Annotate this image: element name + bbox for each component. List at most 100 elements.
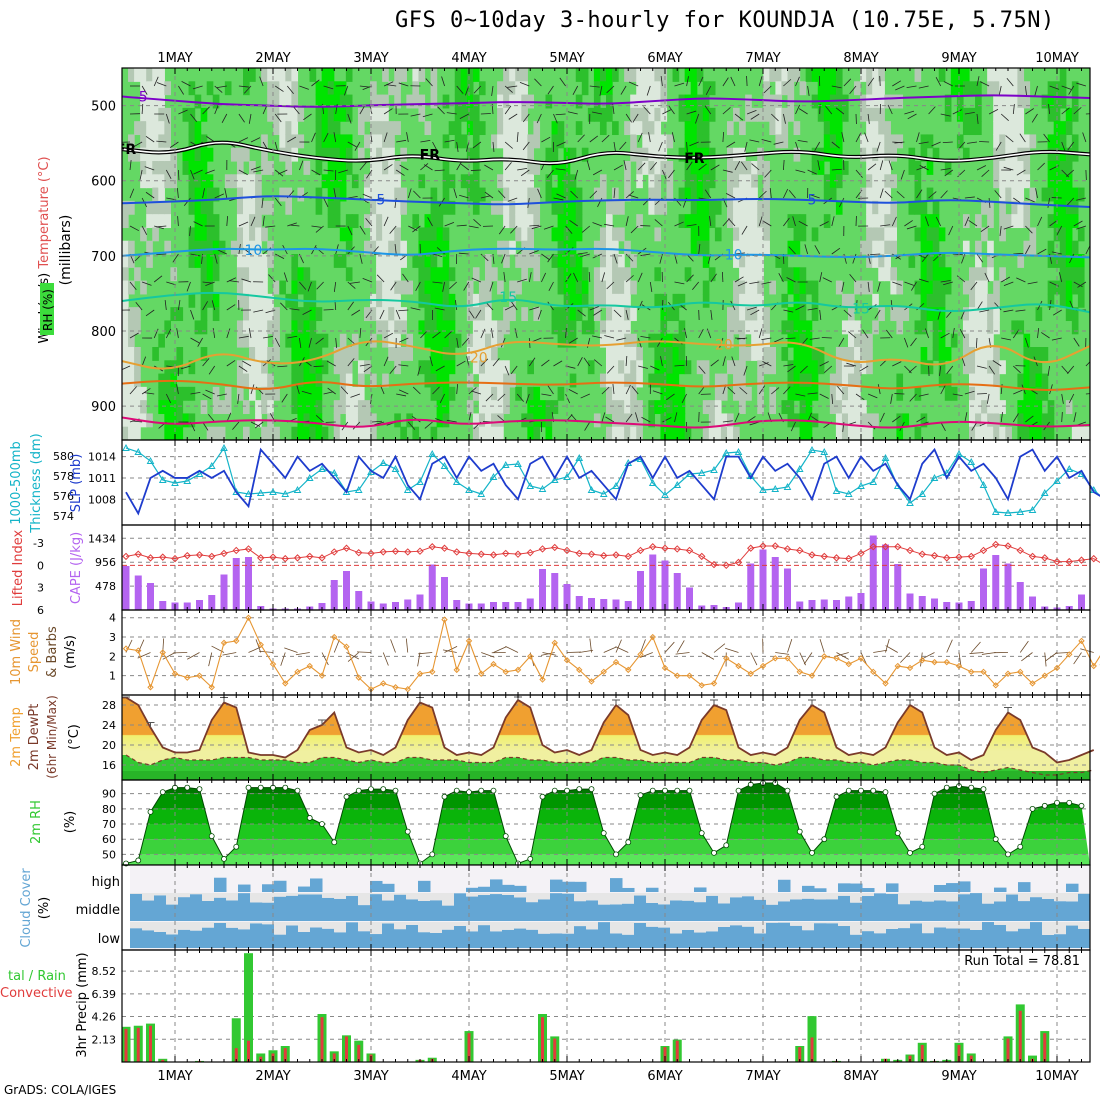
rh-cell <box>273 107 280 122</box>
rh-cell <box>194 147 202 162</box>
rh-point <box>233 843 240 850</box>
temp-tick-label: 28 <box>102 699 116 712</box>
rh-cell <box>164 413 171 428</box>
rh-cell <box>805 347 813 361</box>
rh-cell <box>249 187 256 202</box>
rh-cell <box>303 373 311 388</box>
li-point <box>869 543 877 551</box>
wind-barb <box>178 109 188 115</box>
wind-barb <box>347 141 357 148</box>
rh-cell <box>394 360 401 375</box>
rh-cell <box>829 121 837 136</box>
rh-cell <box>551 161 559 175</box>
rh-cell <box>690 134 698 149</box>
wind-barb <box>1043 133 1050 143</box>
thickness-point <box>844 489 853 497</box>
rh-cell <box>545 174 553 189</box>
rh-cell <box>1017 134 1025 149</box>
wind-barb <box>935 216 942 227</box>
rh-cell <box>575 187 583 202</box>
rh-cell <box>472 307 480 322</box>
wind-speed-point <box>735 662 742 670</box>
rh-cell <box>503 360 510 375</box>
wind-barb <box>976 253 983 263</box>
li-point <box>575 549 583 558</box>
rh-cell <box>727 200 734 215</box>
wind-barb <box>1025 337 1029 348</box>
wind-barb <box>1073 281 1083 288</box>
rh-cell <box>533 200 541 215</box>
rh-cell <box>666 400 674 415</box>
wind-barb <box>398 364 409 367</box>
wind-barb <box>362 85 373 91</box>
rh-cell <box>394 227 401 242</box>
rh-cell <box>799 227 807 242</box>
wind-speed-point <box>600 668 607 676</box>
thickness-point <box>771 484 780 492</box>
rh-cell <box>666 413 674 428</box>
wind-barb <box>413 190 421 199</box>
rh-cell <box>497 426 504 440</box>
rh-cell <box>357 121 365 136</box>
rh-cell <box>370 214 377 229</box>
rh-cell <box>146 81 153 96</box>
rh-cell <box>799 347 807 361</box>
wind-barb <box>516 132 519 143</box>
wind-barb <box>395 309 401 320</box>
rh-cell <box>158 174 165 189</box>
rh-cell <box>805 426 813 440</box>
rh-cell <box>194 200 202 215</box>
rh-cell <box>950 81 958 96</box>
rh-cell <box>249 214 256 229</box>
cloud-cell <box>274 880 287 892</box>
thickness-point <box>1065 464 1074 472</box>
rh-cell <box>575 94 583 109</box>
rh-cell <box>339 254 347 268</box>
wind-barb <box>193 221 203 227</box>
rh-cell <box>962 347 970 361</box>
wind-barb <box>836 652 849 660</box>
rh-cell <box>678 107 686 122</box>
rh-cell <box>1065 227 1073 242</box>
rh-cell <box>509 240 516 255</box>
rh-cell <box>569 214 577 229</box>
rh-cell <box>200 293 208 308</box>
rh-cell <box>890 240 897 255</box>
rh-cell <box>491 267 498 282</box>
rh-cell <box>624 267 631 282</box>
rh-cell <box>1011 81 1018 96</box>
rh-cell <box>394 81 401 96</box>
rh-cell <box>866 227 873 242</box>
wind-barb <box>859 365 869 372</box>
wind-speed-point <box>478 670 485 677</box>
cloud-cell <box>358 905 371 921</box>
rh-cell <box>944 280 952 295</box>
rh-cell <box>739 386 746 401</box>
cloud-cell <box>646 887 659 892</box>
rh-cell <box>678 400 686 415</box>
rh-cell <box>993 68 1000 82</box>
rh-cell <box>1065 400 1073 415</box>
wind-barb <box>862 329 869 339</box>
li-point <box>122 552 130 561</box>
rh-cell <box>793 147 801 162</box>
rh-cell <box>690 94 698 109</box>
rh-cell <box>599 227 607 242</box>
rh-cell <box>872 68 879 82</box>
rh-cell <box>684 121 692 136</box>
rh-cell <box>339 400 347 415</box>
wind-barb <box>165 169 172 179</box>
rh-cell <box>339 81 347 96</box>
rh-cell <box>551 147 559 162</box>
rh-cell <box>128 426 135 440</box>
wind-barb <box>976 165 987 171</box>
li-point <box>710 560 718 569</box>
wind-speed-point <box>196 672 203 679</box>
wind-barb <box>1061 85 1072 90</box>
contour-label: -5 <box>134 90 148 106</box>
wind-speed-point <box>392 684 399 691</box>
contour-label: FR <box>420 147 441 163</box>
wind-speed-point <box>502 668 509 676</box>
wind-barb <box>1016 169 1026 176</box>
wind-barb <box>1012 104 1015 115</box>
